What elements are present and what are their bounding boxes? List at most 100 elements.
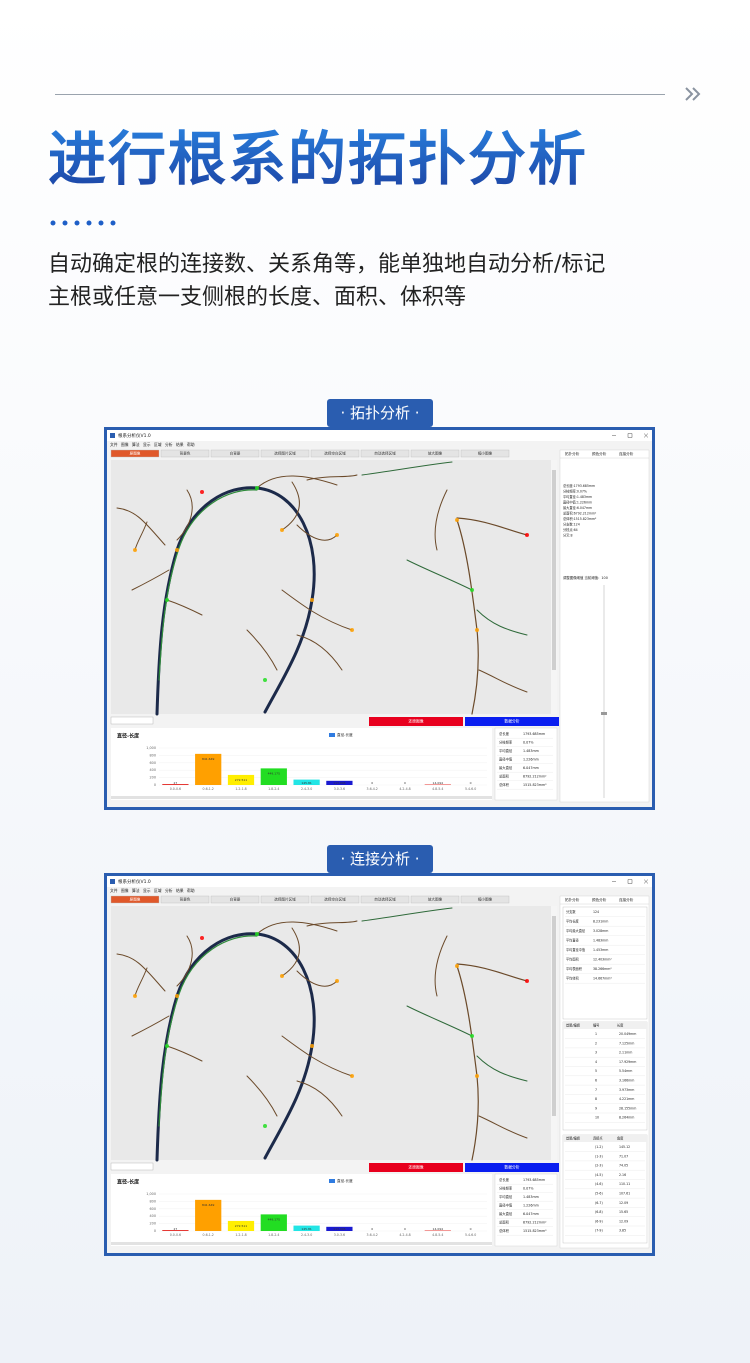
toolbar-button[interactable] (460, 449, 510, 458)
toolbar-button[interactable] (110, 895, 160, 904)
side-tab[interactable]: 拓扑分析 (565, 897, 580, 902)
side-line: 分支数:124 (563, 522, 580, 527)
table-cell: 107.61 (619, 1192, 630, 1196)
side-tab[interactable]: 颜色分析 (592, 897, 607, 902)
toolbar-button[interactable] (260, 449, 310, 458)
toolbar-label: 背景色 (180, 451, 191, 456)
root-trace (116, 953, 166, 997)
side-tab[interactable]: 拓扑分析 (565, 451, 580, 456)
side-tab[interactable]: 连接分析 (619, 897, 634, 902)
legend-label: 直径-长度 (337, 732, 353, 737)
stat-value: 1.483mm (523, 749, 539, 753)
table-cell: 71.07 (619, 1154, 628, 1158)
table-header: 编号 (593, 1023, 599, 1028)
toolbar-label: 原图像 (130, 897, 141, 902)
side-line: 总面积:6792.212mm² (563, 511, 597, 516)
window-controls (612, 433, 649, 438)
x-tick-label: 5.4-6.0 (465, 1233, 476, 1237)
summary-label: 平均体积 (566, 976, 580, 981)
toolbar-button[interactable] (310, 895, 360, 904)
page-title: 进行根系的拓扑分析 (48, 112, 588, 196)
toolbar-button[interactable] (110, 449, 160, 458)
action-button[interactable] (465, 1163, 559, 1172)
y-tick-label: 800 (150, 1199, 156, 1203)
toolbar-button[interactable] (360, 449, 410, 458)
summary-label: 平均面积 (566, 957, 580, 962)
node-marker (133, 548, 137, 552)
menu-item: 分析 (165, 442, 173, 447)
toolbar-button[interactable] (160, 449, 210, 458)
side-line: 总体积:1515.823mm³ (563, 516, 597, 521)
summary-label: 平均最大直径 (566, 928, 586, 933)
toolbar-button[interactable] (160, 895, 210, 904)
node-marker (335, 533, 339, 537)
x-tick-label: 4.8-5.4 (432, 1233, 443, 1237)
stat-value: 0.07% (523, 1187, 533, 1191)
toolbar-button[interactable] (460, 895, 510, 904)
bar-value-label: 27 (173, 1227, 177, 1231)
table-cell: 110.11 (619, 1182, 630, 1186)
node-marker (475, 628, 479, 632)
toolbar-button[interactable] (410, 449, 460, 458)
x-tick-label: 1.2-1.8 (235, 787, 246, 791)
toolbar-button[interactable] (360, 895, 410, 904)
table-cell: (6-8) (595, 1210, 603, 1214)
y-tick-label: 600 (150, 1207, 156, 1211)
stat-label: 总长度 (499, 731, 510, 736)
screenshot: 根系分析仪V1.0 文件 图像 算法 显示 区域 分析 结果 帮助 原图像 背景色 白背景 选择图片区域… (104, 873, 655, 1256)
node-marker (165, 598, 169, 602)
table-header: 连接点 (593, 1136, 603, 1141)
bar (293, 1225, 320, 1231)
table-header: 角度 (617, 1136, 624, 1141)
app-icon (110, 879, 115, 884)
stat-label: 总体积 (499, 782, 510, 787)
action-button[interactable] (369, 1163, 463, 1172)
stat-label: 最大直径 (499, 765, 513, 770)
bar (326, 780, 353, 785)
slider-thumb[interactable] (601, 712, 607, 715)
side-tab[interactable]: 连接分析 (619, 451, 634, 456)
action-button[interactable] (465, 717, 559, 726)
toolbar-button[interactable] (210, 895, 260, 904)
bar-value-label: 145.81 (301, 1227, 312, 1231)
root-trace (116, 507, 166, 551)
toolbar-button[interactable] (310, 449, 360, 458)
bar-value-label: 0 (404, 1227, 406, 1231)
toolbar-button[interactable] (410, 895, 460, 904)
table-cell: 12.09 (619, 1201, 628, 1205)
description: 自动确定根的连接数、关系角等，能单独地自动分析/标记 主根或任意一支侧根的长度、面… (48, 248, 605, 314)
toolbar-button[interactable] (210, 449, 260, 458)
table-header: 首尾/编辑 (566, 1136, 581, 1141)
bar-value-label: 14.094 (433, 781, 444, 785)
stat-label: 总长度 (499, 1177, 510, 1182)
stat-value: 1515.823mm³ (523, 1229, 547, 1233)
stat-value: 0.07% (523, 741, 533, 745)
action-label: 还原图像 (408, 1165, 423, 1170)
table-header: 首尾/编辑 (566, 1023, 581, 1028)
root-trace (434, 935, 528, 1139)
toolbar-label: 选择空白区域 (324, 897, 346, 902)
toolbar-label: 背景色 (180, 897, 191, 902)
menu-item: 图像 (121, 888, 129, 893)
summary-value: 12.403mm² (593, 958, 612, 962)
table-cell: 5.54mm (619, 1069, 632, 1073)
table-cell: 9 (595, 1106, 597, 1110)
side-tab[interactable]: 颜色分析 (592, 451, 607, 456)
stat-value: 6792.212mm² (523, 1221, 547, 1225)
summary-value: 14.667mm³ (593, 977, 612, 981)
toolbar-button[interactable] (260, 895, 310, 904)
node-marker (525, 979, 529, 983)
view-select (110, 716, 154, 725)
image-area (111, 906, 557, 1160)
menu-item: 结果 (176, 888, 184, 893)
node-marker (525, 533, 529, 537)
action-button[interactable] (369, 717, 463, 726)
table-cell: 7.125mm (619, 1041, 634, 1045)
table-cell: (1-2) (595, 1145, 603, 1149)
legend-label: 直径-长度 (337, 1178, 353, 1183)
table-cell: (4-6) (595, 1182, 603, 1186)
y-tick-label: 1,000 (146, 1192, 156, 1196)
scroll-thumb (552, 470, 556, 670)
